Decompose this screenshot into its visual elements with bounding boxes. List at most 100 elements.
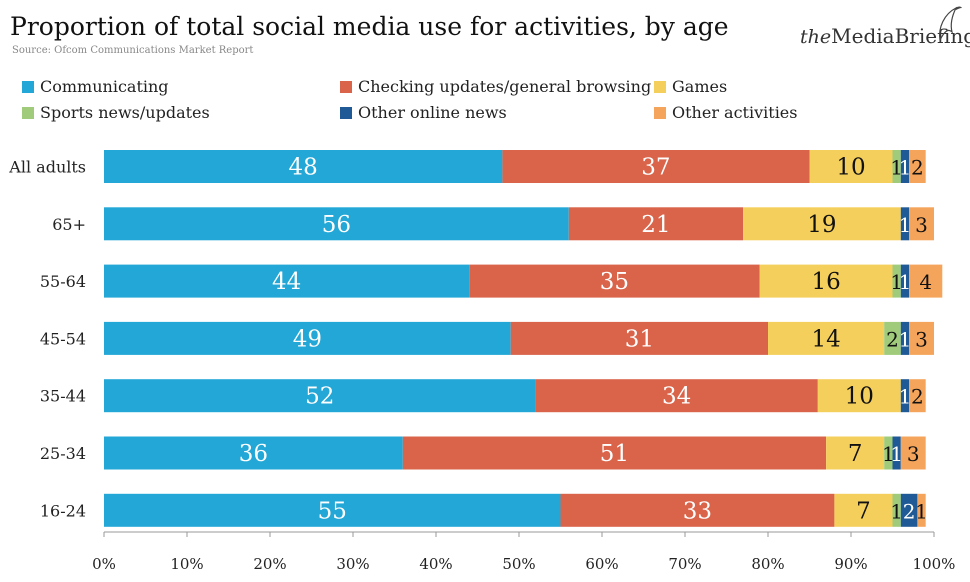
- legend-swatch: [654, 106, 666, 119]
- data-label: 52: [305, 384, 334, 410]
- bar-segment-other-activities: [900, 436, 926, 470]
- x-tick-label: 90%: [834, 555, 867, 573]
- bar-segment-sports-news-updates: [892, 264, 901, 298]
- bar-segment-other-online-news: [900, 321, 910, 355]
- x-tick-label: 10%: [170, 555, 203, 573]
- legend-swatch: [654, 80, 666, 93]
- data-label: 1: [890, 442, 903, 466]
- bar-segment-other-online-news: [900, 493, 918, 527]
- bar-segment-communicating: [104, 321, 511, 355]
- data-label: 2: [886, 327, 899, 351]
- bar-segment-other-activities: [909, 321, 934, 355]
- legend-label: Sports news/updates: [40, 103, 210, 122]
- data-label: 31: [625, 326, 654, 352]
- legend-label: Games: [672, 77, 728, 96]
- data-label: 55: [318, 498, 347, 524]
- data-label: 36: [239, 441, 268, 467]
- data-label: 1: [899, 213, 912, 237]
- bar-segment-games: [826, 436, 885, 470]
- data-label: 3: [915, 213, 928, 237]
- brand-prefix: the: [800, 26, 832, 48]
- legend-label: Other online news: [358, 103, 507, 122]
- bar-segment-communicating: [104, 207, 569, 241]
- legend-item-other-activities: Other activities: [654, 103, 797, 122]
- x-tick-label: 80%: [751, 555, 784, 573]
- data-label: 7: [856, 498, 871, 524]
- data-label: 3: [915, 327, 928, 351]
- data-label: 56: [322, 212, 351, 238]
- bar-segment-communicating: [104, 264, 470, 298]
- category-label: 16-24: [40, 501, 86, 520]
- data-label: 1: [890, 156, 903, 180]
- data-label: 34: [662, 384, 691, 410]
- data-label: 14: [811, 326, 840, 352]
- bar-segment-sports-news-updates: [892, 150, 901, 183]
- category-label: 65+: [52, 215, 86, 234]
- legend-label: Checking updates/general browsing: [358, 77, 652, 96]
- category-label: 55-64: [40, 272, 86, 291]
- x-tick-label: 30%: [336, 555, 369, 573]
- x-tick-label: 20%: [253, 555, 286, 573]
- data-label: 16: [811, 269, 840, 295]
- data-label: 3: [907, 442, 920, 466]
- bar-segment-communicating: [104, 379, 536, 413]
- bar-segment-games: [834, 493, 893, 527]
- bar-segment-games: [817, 379, 901, 413]
- data-label: 2: [903, 499, 916, 523]
- legend-item-communicating: Communicating: [22, 77, 169, 96]
- legend-label: Communicating: [40, 77, 169, 96]
- dolphin-icon: [939, 6, 962, 42]
- chart-source: Source: Ofcom Communications Market Repo…: [12, 45, 254, 56]
- legend-swatch: [22, 80, 34, 93]
- bar-segment-other-activities: [917, 493, 926, 527]
- data-label: 4: [919, 270, 932, 294]
- bar-segment-games: [743, 207, 901, 241]
- data-label: 2: [911, 156, 924, 180]
- legend-label: Other activities: [672, 103, 798, 122]
- x-tick-label: 100%: [913, 555, 956, 573]
- legend-swatch: [340, 80, 352, 93]
- x-tick-label: 40%: [419, 555, 452, 573]
- bar-segment-communicating: [104, 150, 503, 183]
- data-label: 19: [807, 212, 836, 238]
- brand-logo: theMediaBriefing: [800, 24, 970, 48]
- bar-segment-other-activities: [909, 150, 926, 183]
- data-label: 1: [915, 499, 928, 523]
- bar-segment-sports-news-updates: [884, 436, 893, 470]
- data-label: 1: [899, 270, 912, 294]
- category-label: 25-34: [40, 444, 86, 463]
- bar-segment-checking-updates-general-browsing: [502, 150, 810, 183]
- data-label: 2: [911, 385, 924, 409]
- legend-item-games: Games: [654, 77, 727, 96]
- bar-segment-checking-updates-general-browsing: [568, 207, 744, 241]
- data-label: 35: [600, 269, 629, 295]
- data-label: 1: [899, 327, 912, 351]
- bar-segment-checking-updates-general-browsing: [469, 264, 760, 298]
- bar-segment-checking-updates-general-browsing: [560, 493, 835, 527]
- bar-segment-sports-news-updates: [892, 493, 901, 527]
- bar-segment-other-online-news: [900, 379, 910, 413]
- x-tick-label: 60%: [585, 555, 618, 573]
- data-label: 48: [289, 155, 318, 181]
- bar-segment-sports-news-updates: [884, 321, 901, 355]
- legend-item-checking-updates-general-browsing: Checking updates/general browsing: [340, 77, 651, 96]
- data-label: 1: [899, 385, 912, 409]
- bar-segment-other-online-news: [892, 436, 901, 470]
- data-label: 1: [882, 442, 895, 466]
- category-label: All adults: [8, 158, 86, 177]
- data-label: 1: [899, 156, 912, 180]
- x-tick-label: 0%: [92, 555, 116, 573]
- bar-segment-games: [768, 321, 885, 355]
- data-label: 51: [600, 441, 629, 467]
- data-label: 10: [836, 155, 865, 181]
- bar-segment-other-online-news: [900, 150, 910, 183]
- bar-segment-checking-updates-general-browsing: [402, 436, 827, 470]
- legend-swatch: [22, 106, 34, 119]
- bar-segment-other-activities: [909, 379, 926, 413]
- chart-title: Proportion of total social media use for…: [10, 12, 729, 41]
- data-label: 1: [890, 499, 903, 523]
- data-label: 33: [683, 498, 712, 524]
- data-label: 10: [845, 384, 874, 410]
- data-label: 7: [848, 441, 863, 467]
